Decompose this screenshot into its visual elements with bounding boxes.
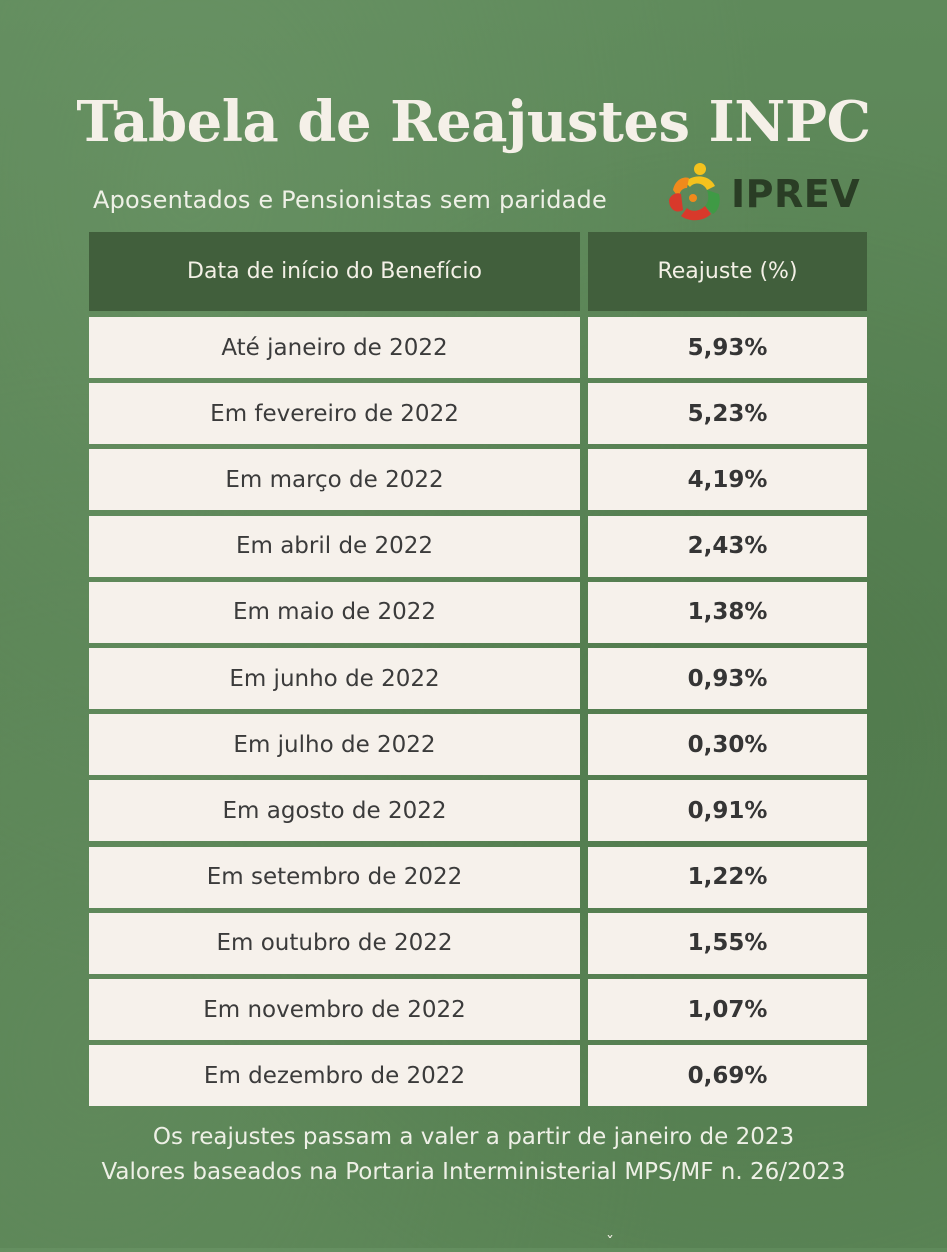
cell-reajuste: 0,30% xyxy=(588,714,867,776)
cell-reajuste: 1,38% xyxy=(588,581,867,643)
table-row: Em setembro de 2022 1,22% xyxy=(89,846,867,908)
caret-mark: ˇ xyxy=(606,1233,614,1252)
table-row: Em julho de 2022 0,30% xyxy=(89,714,867,776)
cell-periodo: Em fevereiro de 2022 xyxy=(89,383,580,445)
cell-reajuste: 0,91% xyxy=(588,780,867,842)
page-subtitle: Aposentados e Pensionistas sem paridade xyxy=(93,186,607,214)
table-row: Em dezembro de 2022 0,69% xyxy=(89,1045,867,1107)
iprev-logo-text: IPREV xyxy=(731,172,861,216)
cell-periodo: Em agosto de 2022 xyxy=(89,780,580,842)
table-row: Em fevereiro de 2022 5,23% xyxy=(89,383,867,445)
footer-note-validity: Os reajustes passam a valer a partir de … xyxy=(152,1124,795,1150)
table-row: Em maio de 2022 1,38% xyxy=(89,581,867,643)
header-reajuste: Reajuste (%) xyxy=(588,232,867,311)
iprev-logo: IPREV xyxy=(663,160,868,224)
table-header-row: Data de início do Benefício Reajuste (%) xyxy=(89,232,867,311)
cell-reajuste: 5,23% xyxy=(588,383,867,445)
cell-reajuste: 0,69% xyxy=(588,1045,867,1107)
cell-periodo: Em outubro de 2022 xyxy=(89,912,580,974)
table-row: Em março de 2022 4,19% xyxy=(89,449,867,511)
cell-periodo: Em setembro de 2022 xyxy=(89,846,580,908)
cell-periodo: Em julho de 2022 xyxy=(89,714,580,776)
cell-periodo: Em junho de 2022 xyxy=(89,648,580,709)
cell-reajuste: 2,43% xyxy=(588,515,867,577)
cell-reajuste: 5,93% xyxy=(588,317,867,378)
table-row: Até janeiro de 2022 5,93% xyxy=(89,317,867,378)
iprev-logo-mark-icon xyxy=(669,163,720,221)
table-row: Em abril de 2022 2,43% xyxy=(89,515,867,577)
table-row: Em junho de 2022 0,93% xyxy=(89,648,867,709)
cell-reajuste: 0,93% xyxy=(588,648,867,709)
footer-note-source: Valores baseados na Portaria Interminist… xyxy=(101,1159,846,1185)
page-title: Tabela de Reajustes INPC xyxy=(76,89,871,155)
cell-periodo: Em dezembro de 2022 xyxy=(89,1045,580,1107)
cell-reajuste: 4,19% xyxy=(588,449,867,511)
table-row: Em outubro de 2022 1,55% xyxy=(89,912,867,974)
cell-periodo: Até janeiro de 2022 xyxy=(89,317,580,378)
cell-periodo: Em novembro de 2022 xyxy=(89,979,580,1040)
cell-periodo: Em março de 2022 xyxy=(89,449,580,511)
table-row: Em agosto de 2022 0,91% xyxy=(89,780,867,842)
header-data-inicio: Data de início do Benefício xyxy=(89,232,580,311)
cell-reajuste: 1,07% xyxy=(588,979,867,1040)
cell-periodo: Em abril de 2022 xyxy=(89,515,580,577)
table-row: Em novembro de 2022 1,07% xyxy=(89,979,867,1040)
cell-periodo: Em maio de 2022 xyxy=(89,581,580,643)
cell-reajuste: 1,55% xyxy=(588,912,867,974)
cell-reajuste: 1,22% xyxy=(588,846,867,908)
